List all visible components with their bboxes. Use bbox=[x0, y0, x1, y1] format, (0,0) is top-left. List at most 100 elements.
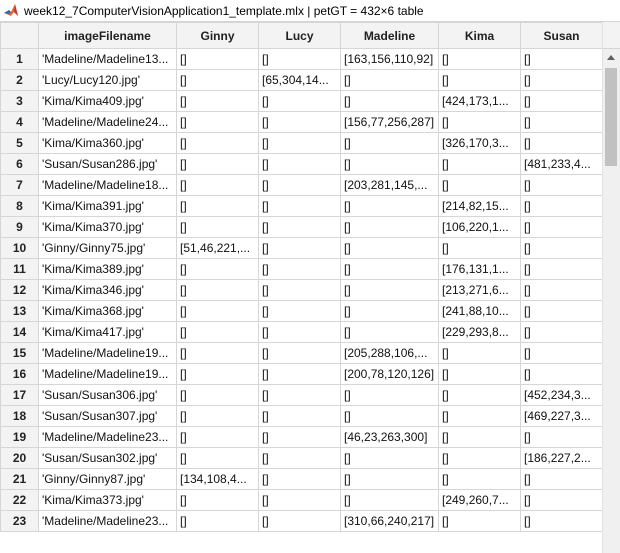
table-row[interactable]: 21 'Ginny/Ginny87.jpg' [134,108,4...[][][]… bbox=[0, 468, 602, 490]
table-row[interactable]: 14 'Kima/Kima417.jpg'[][][] [229,293,8...[… bbox=[0, 321, 602, 343]
row-number[interactable]: 15 bbox=[0, 342, 39, 364]
table-row[interactable]: 6 'Susan/Susan286.jpg'[][][][] [481,233,4.… bbox=[0, 153, 602, 175]
table-cell[interactable]: [] bbox=[258, 300, 341, 322]
table-row[interactable]: 11 'Kima/Kima389.jpg'[][][] [176,131,1...[… bbox=[0, 258, 602, 280]
table-cell[interactable]: [] bbox=[258, 174, 341, 196]
table-cell[interactable]: [] bbox=[258, 405, 341, 427]
table-cell[interactable]: [] bbox=[520, 321, 602, 343]
table-cell[interactable]: 'Ginny/Ginny87.jpg' bbox=[38, 468, 177, 490]
table-cell[interactable]: [] bbox=[176, 489, 259, 511]
table-cell[interactable]: [] bbox=[340, 195, 439, 217]
table-cell[interactable]: [] bbox=[340, 216, 439, 238]
corner-cell[interactable] bbox=[0, 22, 39, 49]
table-cell[interactable]: [481,233,4... bbox=[520, 153, 602, 175]
table-cell[interactable]: 'Kima/Kima346.jpg' bbox=[38, 279, 177, 301]
table-row[interactable]: 9 'Kima/Kima370.jpg'[][][] [106,220,1...[] bbox=[0, 216, 602, 238]
table-cell[interactable]: [] bbox=[258, 363, 341, 385]
table-cell[interactable]: [241,88,10... bbox=[438, 300, 521, 322]
table-row[interactable]: 5 'Kima/Kima360.jpg'[][][] [326,170,3...[] bbox=[0, 132, 602, 154]
row-number[interactable]: 8 bbox=[0, 195, 39, 217]
row-number[interactable]: 11 bbox=[0, 258, 39, 280]
table-cell[interactable]: [] bbox=[176, 279, 259, 301]
table-cell[interactable]: [] bbox=[176, 258, 259, 280]
table-cell[interactable]: [] bbox=[258, 90, 341, 112]
table-cell[interactable]: [] bbox=[438, 510, 521, 532]
table-cell[interactable]: [] bbox=[340, 447, 439, 469]
table-cell[interactable]: [] bbox=[340, 300, 439, 322]
table-cell[interactable]: [] bbox=[176, 48, 259, 70]
row-number[interactable]: 4 bbox=[0, 111, 39, 133]
table-row[interactable]: 7 'Madeline/Madeline18...[][] [203,281,145… bbox=[0, 174, 602, 196]
table-cell[interactable]: 'Kima/Kima391.jpg' bbox=[38, 195, 177, 217]
table-row[interactable]: 4 'Madeline/Madeline24...[][] [156,77,256,… bbox=[0, 111, 602, 133]
column-header[interactable]: Kima bbox=[438, 22, 521, 49]
table-row[interactable]: 16 'Madeline/Madeline19...[][] [200,78,120… bbox=[0, 363, 602, 385]
table-cell[interactable]: [] bbox=[176, 132, 259, 154]
table-cell[interactable]: [] bbox=[438, 48, 521, 70]
table-cell[interactable]: [] bbox=[438, 174, 521, 196]
table-cell[interactable]: [] bbox=[258, 426, 341, 448]
table-cell[interactable]: 'Madeline/Madeline18... bbox=[38, 174, 177, 196]
table-cell[interactable]: [] bbox=[176, 69, 259, 91]
table-cell[interactable]: 'Madeline/Madeline19... bbox=[38, 363, 177, 385]
column-header[interactable]: Madeline bbox=[340, 22, 439, 49]
table-cell[interactable]: [229,293,8... bbox=[438, 321, 521, 343]
row-number[interactable]: 7 bbox=[0, 174, 39, 196]
vertical-scrollbar[interactable] bbox=[602, 22, 620, 553]
table-cell[interactable]: [203,281,145,... bbox=[340, 174, 439, 196]
table-cell[interactable]: [] bbox=[520, 489, 602, 511]
table-cell[interactable]: [] bbox=[258, 384, 341, 406]
table-cell[interactable]: [] bbox=[340, 468, 439, 490]
table-row[interactable]: 15 'Madeline/Madeline19...[][] [205,288,10… bbox=[0, 342, 602, 364]
table-cell[interactable]: [] bbox=[176, 405, 259, 427]
table-cell[interactable]: [] bbox=[340, 405, 439, 427]
table-cell[interactable]: [] bbox=[176, 300, 259, 322]
table-row[interactable]: 3 'Kima/Kima409.jpg'[][][] [424,173,1...[] bbox=[0, 90, 602, 112]
table-cell[interactable]: [] bbox=[520, 132, 602, 154]
table-row[interactable]: 18 'Susan/Susan307.jpg'[][][][] [469,227,3… bbox=[0, 405, 602, 427]
table-row[interactable]: 23 'Madeline/Madeline23...[][] [310,66,240… bbox=[0, 510, 602, 532]
table-cell[interactable]: [] bbox=[520, 363, 602, 385]
table-cell[interactable]: [] bbox=[258, 510, 341, 532]
table-cell[interactable]: [] bbox=[438, 342, 521, 364]
column-header[interactable]: Susan bbox=[520, 22, 602, 49]
table-cell[interactable]: [] bbox=[340, 132, 439, 154]
table-cell[interactable]: [214,82,15... bbox=[438, 195, 521, 217]
table-row[interactable]: 22 'Kima/Kima373.jpg'[][][] [249,260,7...[… bbox=[0, 489, 602, 511]
row-number[interactable]: 23 bbox=[0, 510, 39, 532]
table-cell[interactable]: [186,227,2... bbox=[520, 447, 602, 469]
column-header[interactable]: Ginny bbox=[176, 22, 259, 49]
table-row[interactable]: 13 'Kima/Kima368.jpg'[][][] [241,88,10...[… bbox=[0, 300, 602, 322]
table-cell[interactable]: [] bbox=[438, 153, 521, 175]
table-cell[interactable]: [] bbox=[520, 90, 602, 112]
table-cell[interactable]: 'Susan/Susan286.jpg' bbox=[38, 153, 177, 175]
table-cell[interactable]: [] bbox=[176, 342, 259, 364]
row-number[interactable]: 1 bbox=[0, 48, 39, 70]
table-cell[interactable]: [] bbox=[340, 489, 439, 511]
table-cell[interactable]: [] bbox=[520, 174, 602, 196]
table-cell[interactable]: [] bbox=[258, 258, 341, 280]
table-cell[interactable]: 'Lucy/Lucy120.jpg' bbox=[38, 69, 177, 91]
table-cell[interactable]: 'Kima/Kima389.jpg' bbox=[38, 258, 177, 280]
table-row[interactable]: 12 'Kima/Kima346.jpg'[][][] [213,271,6...[… bbox=[0, 279, 602, 301]
table-cell[interactable]: [] bbox=[258, 153, 341, 175]
table-cell[interactable]: 'Kima/Kima360.jpg' bbox=[38, 132, 177, 154]
table-cell[interactable]: [452,234,3... bbox=[520, 384, 602, 406]
table-cell[interactable]: 'Susan/Susan306.jpg' bbox=[38, 384, 177, 406]
table-cell[interactable]: 'Madeline/Madeline23... bbox=[38, 510, 177, 532]
table-cell[interactable]: 'Ginny/Ginny75.jpg' bbox=[38, 237, 177, 259]
table-cell[interactable]: [] bbox=[258, 132, 341, 154]
row-number[interactable]: 13 bbox=[0, 300, 39, 322]
row-number[interactable]: 17 bbox=[0, 384, 39, 406]
table-cell[interactable]: [] bbox=[438, 468, 521, 490]
table-cell[interactable]: 'Kima/Kima373.jpg' bbox=[38, 489, 177, 511]
scrollbar-thumb[interactable] bbox=[605, 68, 617, 166]
table-cell[interactable]: [] bbox=[520, 111, 602, 133]
table-cell[interactable]: 'Madeline/Madeline19... bbox=[38, 342, 177, 364]
table-cell[interactable]: [200,78,120,126] bbox=[340, 363, 439, 385]
table-cell[interactable]: [] bbox=[176, 321, 259, 343]
table-cell[interactable]: [] bbox=[438, 111, 521, 133]
table-cell[interactable]: [] bbox=[176, 195, 259, 217]
row-number[interactable]: 21 bbox=[0, 468, 39, 490]
table-cell[interactable]: [] bbox=[438, 237, 521, 259]
